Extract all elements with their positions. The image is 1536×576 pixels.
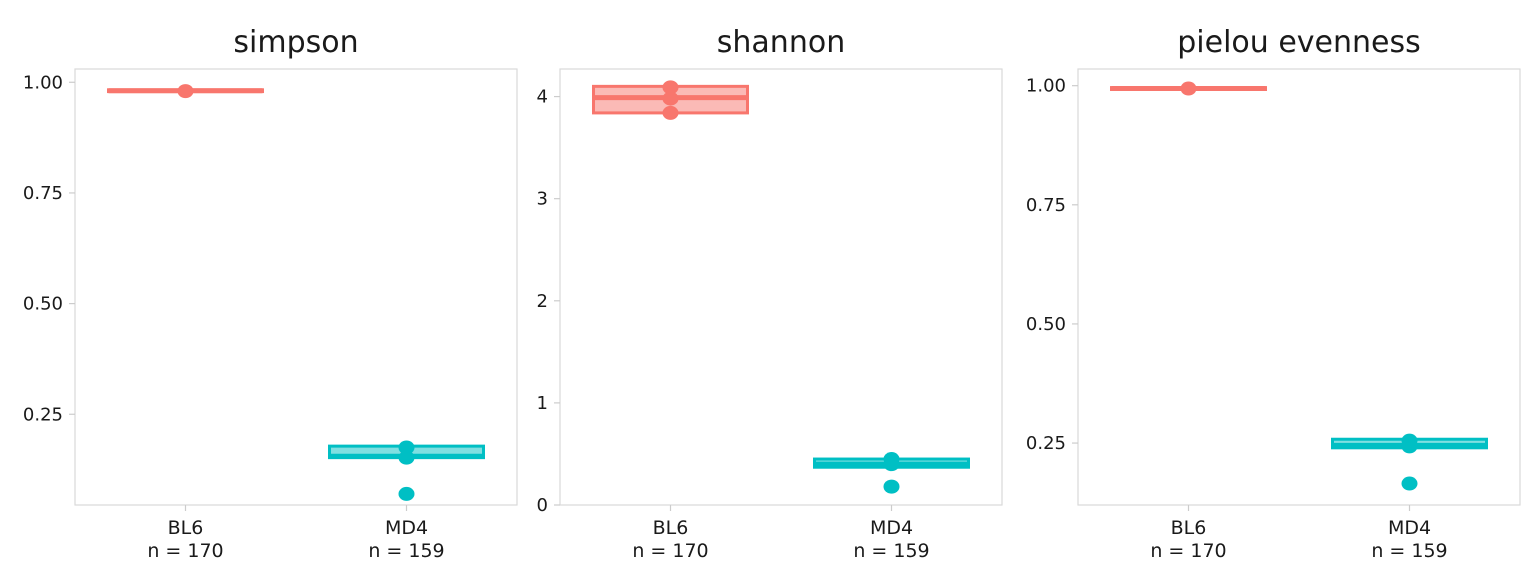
data-point-MD4: [1401, 439, 1418, 454]
x-category-label: BL6: [653, 517, 689, 539]
data-point-MD4: [883, 479, 900, 494]
y-tick-label: 3: [537, 189, 548, 210]
panel-border: [1077, 68, 1521, 506]
y-tick-label: 0.25: [23, 404, 63, 425]
data-point-MD4: [883, 457, 900, 472]
x-category-label: BL6: [168, 517, 204, 539]
y-tick-label: 1: [537, 393, 548, 414]
y-tick-label: 0.75: [1026, 195, 1066, 216]
data-point-BL6: [662, 91, 679, 106]
data-point-BL6: [662, 105, 679, 120]
data-point-MD4: [398, 450, 415, 465]
panel-title: shannon: [717, 25, 845, 60]
y-tick-label: 0.75: [23, 183, 63, 204]
panel-title: simpson: [233, 25, 358, 60]
x-category-label: MD4: [1388, 517, 1431, 539]
x-category-label: MD4: [870, 517, 913, 539]
data-point-BL6: [1180, 81, 1197, 96]
x-count-label: n = 170: [632, 540, 708, 562]
x-count-label: n = 170: [1150, 540, 1226, 562]
panel-border: [559, 68, 1003, 506]
data-point-BL6: [662, 80, 679, 95]
y-tick-label: 1.00: [23, 72, 63, 93]
x-count-label: n = 159: [1371, 540, 1447, 562]
y-tick-label: 0.25: [1026, 433, 1066, 454]
data-point-BL6: [177, 84, 194, 99]
y-tick-label: 4: [537, 87, 548, 108]
data-point-MD4: [398, 440, 415, 455]
panel-title: pielou evenness: [1177, 25, 1421, 60]
y-tick-label: 1.00: [1026, 76, 1066, 97]
y-tick-label: 2: [537, 291, 548, 312]
data-point-MD4: [1401, 476, 1418, 491]
y-tick-label: 0.50: [1026, 314, 1066, 335]
x-count-label: n = 159: [853, 540, 929, 562]
x-count-label: n = 170: [147, 540, 223, 562]
data-point-MD4: [398, 486, 415, 501]
x-category-label: MD4: [385, 517, 428, 539]
y-tick-label: 0.50: [23, 294, 63, 315]
x-category-label: BL6: [1171, 517, 1207, 539]
x-count-label: n = 159: [368, 540, 444, 562]
y-tick-label: 0: [537, 495, 548, 516]
panel-border: [74, 68, 518, 506]
